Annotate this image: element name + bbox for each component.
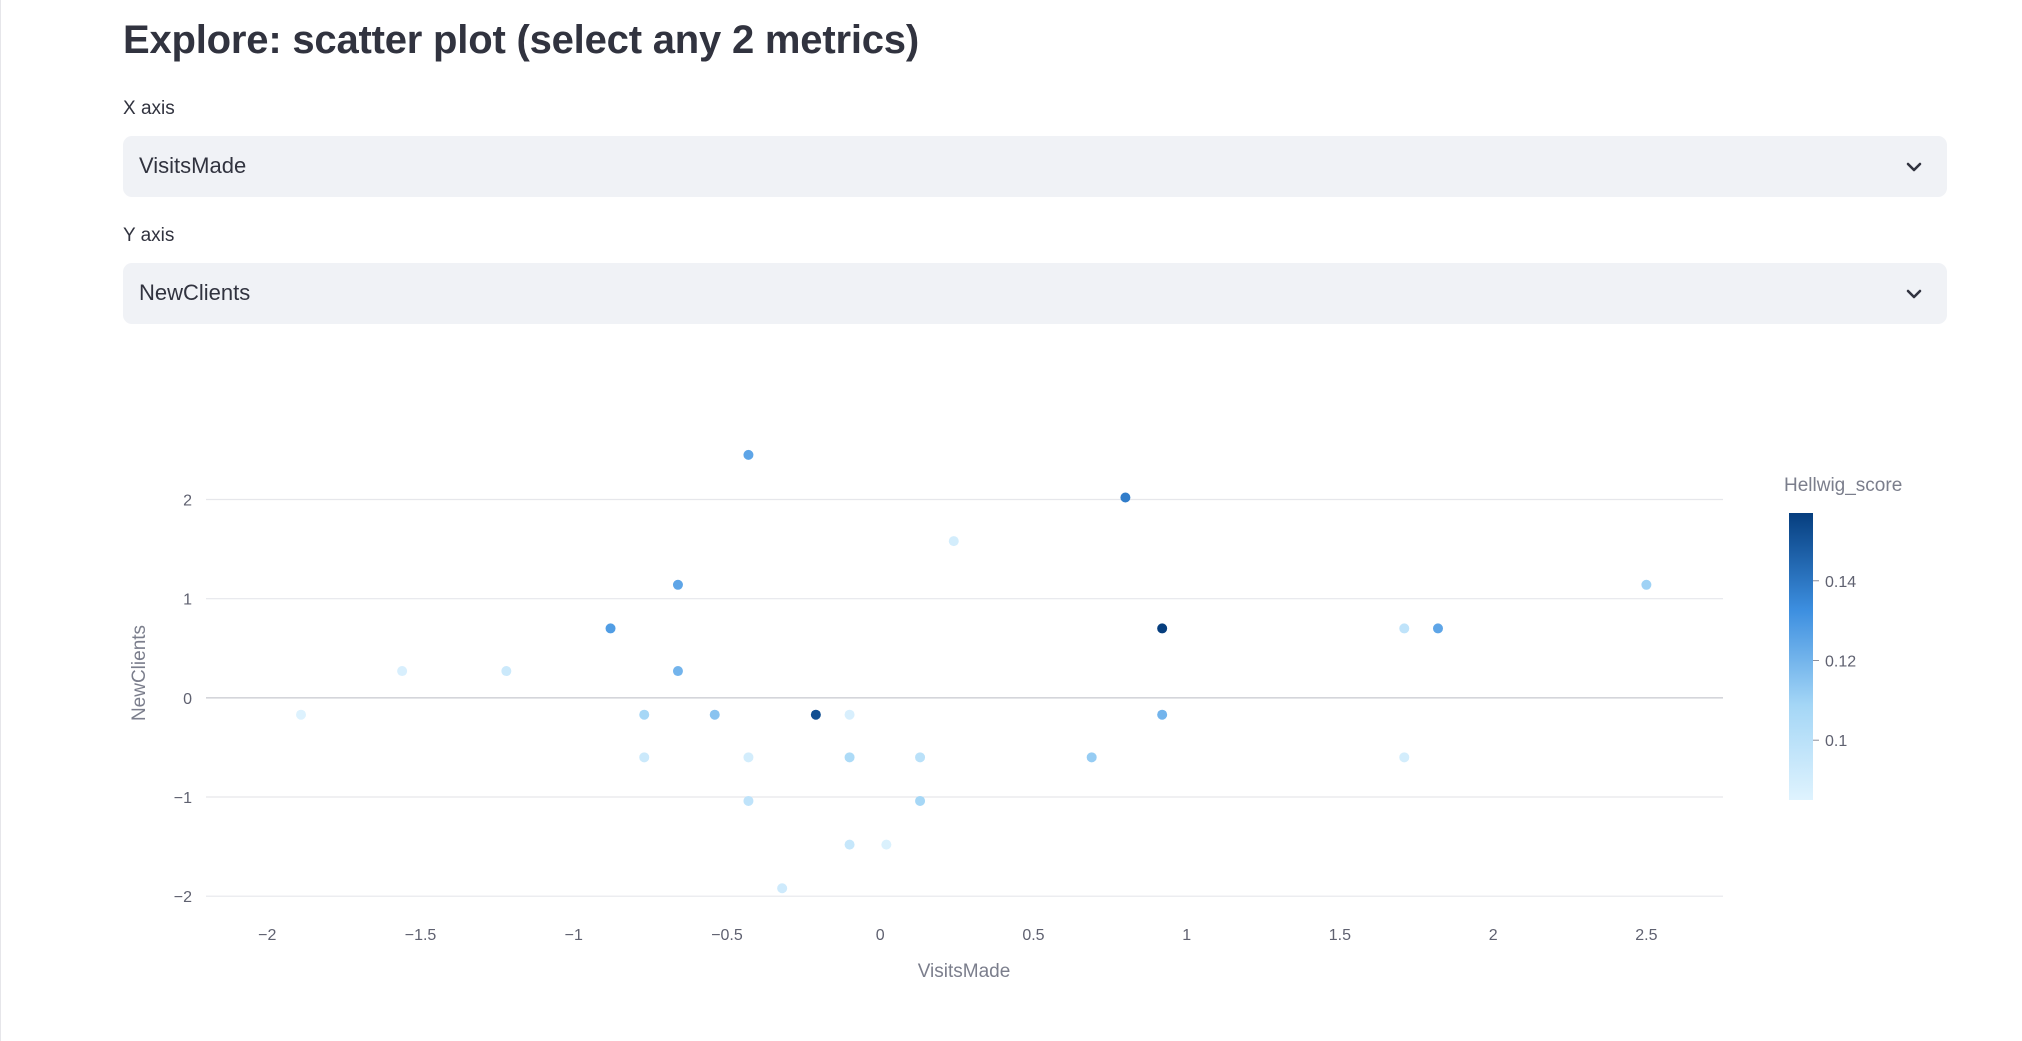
y-tick-label: −1 [174,790,192,807]
x-tick-label: 0.5 [1022,927,1044,944]
data-point[interactable] [672,579,683,590]
chevron-down-icon [1906,162,1922,172]
colorbar-ticks: 0.1 0.12 0.14 [1813,574,1856,750]
data-point[interactable] [639,709,650,720]
data-point[interactable] [844,752,855,763]
x-tick-label: −2 [258,927,276,944]
y-axis-select[interactable]: NewClients [123,263,1947,324]
data-point[interactable] [948,536,959,547]
gridlines [206,498,1723,897]
x-tick-label: 0 [876,927,885,944]
x-tick-label: −1.5 [405,927,437,944]
x-axis-title: VisitsMade [918,961,1011,982]
data-point[interactable] [1157,709,1168,720]
colorbar-tick-label: 0.14 [1825,574,1856,591]
data-point[interactable] [709,709,720,720]
y-tick-label: −2 [174,889,192,906]
data-point[interactable] [844,839,855,850]
data-point[interactable] [743,752,754,763]
data-point[interactable] [1399,623,1410,634]
y-axis-label: Y axis [123,225,175,246]
y-tick-label: 1 [183,592,192,609]
data-point[interactable] [881,839,892,850]
data-point[interactable] [1120,492,1131,503]
data-point[interactable] [1399,752,1410,763]
data-point[interactable] [915,752,926,763]
data-point[interactable] [743,795,754,806]
colorbar [1789,513,1813,800]
data-point[interactable] [1157,623,1168,634]
data-point[interactable] [672,666,683,677]
data-point[interactable] [1641,579,1652,590]
colorbar-title: Hellwig_score [1784,475,1902,496]
y-axis-select-value: NewClients [139,280,251,305]
data-point[interactable] [915,795,926,806]
y-tick-label: 0 [183,691,192,708]
colorbar-tick-label: 0.1 [1825,733,1847,750]
data-point[interactable] [1432,623,1443,634]
data-point[interactable] [639,752,650,763]
y-tick-label: 2 [183,493,192,510]
data-point[interactable] [1086,752,1097,763]
x-axis-select[interactable]: VisitsMade [123,136,1947,197]
data-point[interactable] [501,666,512,677]
data-point[interactable] [844,709,855,720]
x-axis-select-value: VisitsMade [139,153,247,178]
chevron-down-icon [1906,289,1922,299]
data-point[interactable] [605,623,616,634]
data-point[interactable] [296,709,307,720]
data-point[interactable] [743,449,754,460]
x-tick-label: 2 [1489,927,1498,944]
x-tick-label: −1 [565,927,583,944]
tick-labels: −2 −1 0 1 2 −2 −1.5 −1 −0.5 0 0.5 1 1.5 2 2.5 [174,493,1658,945]
data-point[interactable] [810,709,821,720]
x-tick-label: −0.5 [711,927,743,944]
data-point[interactable] [777,883,788,894]
data-points[interactable] [296,449,1652,894]
colorbar-tick-label: 0.12 [1825,653,1856,670]
x-tick-label: 1.5 [1329,927,1351,944]
x-tick-label: 1 [1182,927,1191,944]
x-axis-label: X axis [123,98,175,119]
page-title: Explore: scatter plot (select any 2 metr… [123,18,919,62]
data-point[interactable] [397,666,408,677]
x-tick-label: 2.5 [1635,927,1657,944]
y-axis-title: NewClients [129,625,150,721]
